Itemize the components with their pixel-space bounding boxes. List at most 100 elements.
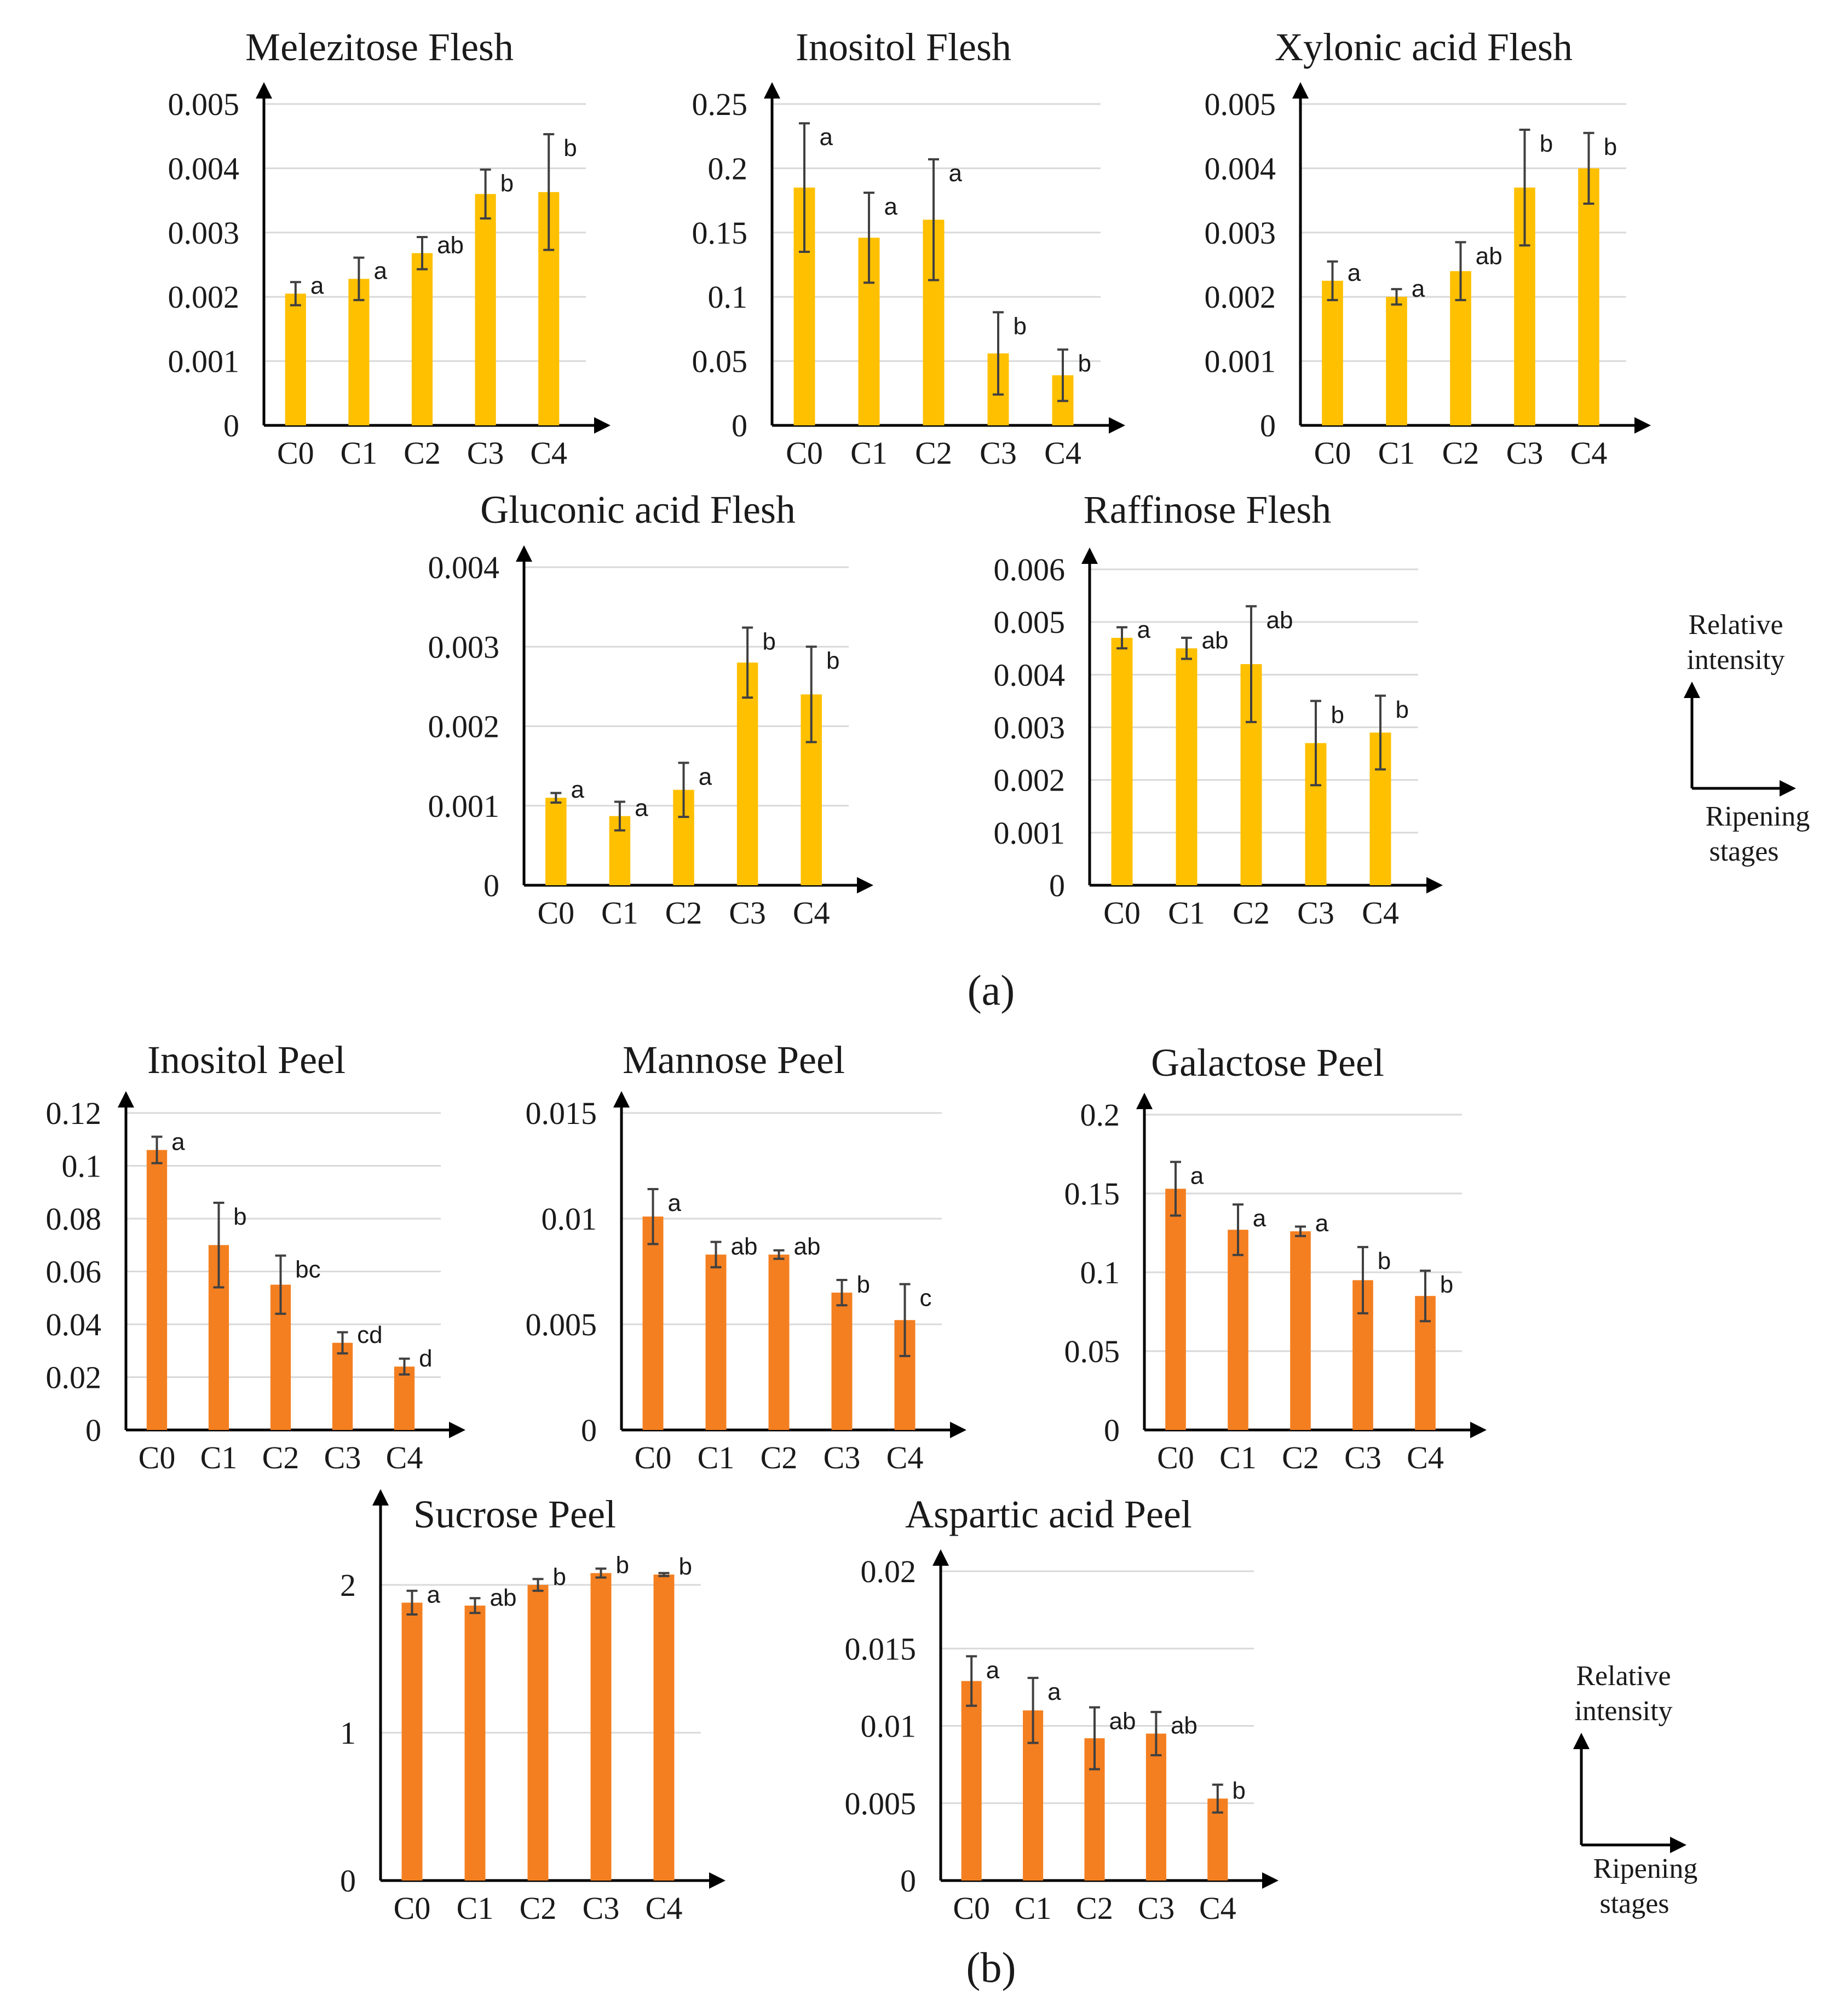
bar-c1 — [464, 1605, 486, 1881]
y-tick-label: 0.004 — [168, 151, 240, 186]
x-tick-label: C2 — [761, 1440, 798, 1475]
y-tick-label: 0 — [1260, 408, 1276, 443]
y-tick-label: 0 — [340, 1863, 356, 1899]
x-tick-label: C3 — [1138, 1890, 1175, 1926]
significance-label: d — [419, 1345, 432, 1372]
chart-inositol-peel: Inositol Peel 0 0.02 0.04 0.06 0.08 0.1 0.12 a C0… — [46, 1038, 465, 1475]
y-tick-label: 0.1 — [708, 279, 748, 315]
x-tick-label: C1 — [1378, 435, 1415, 471]
y-tick-label: 0.003 — [1205, 215, 1276, 251]
chart-title: Sucrose Peel — [413, 1492, 616, 1536]
y-tick-label: 0.1 — [1080, 1255, 1120, 1290]
y-tick-label: 0.01 — [861, 1709, 917, 1744]
significance-label: b — [762, 628, 775, 655]
bar-c2 — [768, 1254, 790, 1430]
x-tick-label: C3 — [1297, 895, 1334, 931]
bar-c3 — [590, 1573, 612, 1881]
bar-c4 — [1578, 168, 1599, 425]
y-tick-label: 0.001 — [428, 788, 500, 824]
significance-label: b — [1378, 1248, 1391, 1274]
x-tick-label: C1 — [200, 1440, 238, 1475]
y-tick-label: 0 — [1049, 868, 1065, 903]
y-tick-label: 0.12 — [46, 1095, 102, 1131]
significance-label: ab — [490, 1584, 516, 1611]
significance-label: a — [699, 763, 712, 790]
bar-c2 — [1290, 1231, 1311, 1430]
y-tick-label: 0.005 — [994, 604, 1066, 640]
y-tick-label: 0.02 — [861, 1554, 917, 1589]
significance-label: a — [986, 1657, 1000, 1683]
x-tick-label: C4 — [646, 1890, 683, 1926]
significance-label: ab — [1109, 1708, 1136, 1735]
x-tick-label: C4 — [1362, 895, 1399, 931]
x-tick-label: C3 — [824, 1440, 861, 1475]
y-tick-label: 0.2 — [708, 151, 748, 186]
bar-c0 — [285, 293, 306, 425]
x-tick-label: C0 — [635, 1440, 672, 1475]
significance-label: b — [233, 1203, 246, 1230]
x-tick-label: C3 — [980, 435, 1017, 471]
significance-label: a — [373, 257, 387, 284]
significance-label: a — [310, 272, 324, 299]
x-tick-label: C1 — [1015, 1890, 1052, 1926]
y-tick-label: 0.015 — [526, 1095, 597, 1131]
x-tick-label: C2 — [1442, 435, 1479, 471]
significance-label: a — [571, 776, 585, 803]
chart-title: Raffinose Flesh — [1084, 488, 1332, 532]
y-tick-label: 0.02 — [46, 1360, 102, 1395]
y-tick-label: 0.15 — [1064, 1176, 1120, 1212]
chart-sucrose-peel: Sucrose Peel 0 1 2 a C0 ab C1 b C2 b C3 b C4 — [340, 1489, 726, 1926]
y-tick-label: 0.005 — [168, 86, 240, 122]
y-tick-label: 0.003 — [428, 629, 500, 665]
significance-label: a — [1315, 1210, 1329, 1237]
y-tick-label: 0.2 — [1080, 1097, 1120, 1133]
significance-label: ab — [1476, 243, 1502, 269]
y-tick-label: 0 — [581, 1412, 597, 1448]
x-tick-label: C0 — [394, 1890, 431, 1926]
x-tick-label: C3 — [467, 435, 504, 471]
y-tick-label: 0.001 — [1205, 344, 1276, 379]
x-tick-label: C3 — [1506, 435, 1544, 471]
y-tick-label: 0.003 — [994, 710, 1066, 746]
y-tick-label: 0.01 — [542, 1201, 597, 1237]
y-tick-label: 0.25 — [692, 86, 748, 122]
significance-label: bc — [295, 1256, 320, 1283]
y-tick-label: 0.08 — [46, 1201, 102, 1237]
y-tick-label: 0.002 — [168, 279, 240, 315]
y-tick-label: 0.005 — [845, 1786, 917, 1821]
x-tick-label: C4 — [530, 435, 567, 471]
significance-label: b — [1013, 313, 1026, 339]
y-tick-label: 0.006 — [994, 552, 1066, 587]
chart-title: Mannose Peel — [623, 1038, 845, 1082]
panel-label-b: (b) — [966, 1943, 1016, 1991]
bar-c0 — [1111, 638, 1133, 885]
chart-melezitose-flesh: Melezitose Flesh 0 0.001 0.002 0.003 0.004 0.0… — [168, 25, 611, 471]
bar-c4 — [653, 1575, 675, 1881]
y-tick-label: 0.004 — [1205, 151, 1276, 186]
chart-title: Xylonic acid Flesh — [1275, 25, 1573, 69]
legend-b-y-label-line2: intensity — [1574, 1695, 1672, 1727]
bar-c1 — [705, 1254, 727, 1430]
bar-c0 — [1165, 1189, 1186, 1430]
bar-c0 — [146, 1150, 168, 1430]
y-tick-label: 0.002 — [428, 709, 500, 745]
significance-label: b — [563, 135, 577, 162]
significance-label: a — [1348, 259, 1361, 286]
x-tick-label: C0 — [1103, 895, 1141, 931]
chart-title: Aspartic acid Peel — [905, 1492, 1192, 1536]
legend-a-x-label-line1: Ripening — [1706, 801, 1810, 832]
significance-label: b — [1440, 1271, 1453, 1298]
x-tick-label: C0 — [537, 895, 574, 931]
chart-title: Melezitose Flesh — [245, 25, 514, 69]
x-tick-label: C4 — [1407, 1440, 1444, 1475]
x-tick-label: C2 — [262, 1440, 300, 1475]
x-tick-label: C4 — [886, 1440, 924, 1475]
y-tick-label: 0.1 — [62, 1149, 102, 1184]
bar-c3 — [831, 1293, 853, 1430]
chart-galactose-peel: Galactose Peel 0 0.05 0.1 0.15 0.2 a C0 a C1 a C2 b C… — [1064, 1041, 1487, 1475]
x-tick-label: C1 — [1219, 1440, 1257, 1475]
significance-label: ab — [437, 232, 464, 258]
significance-label: ab — [1171, 1712, 1198, 1739]
y-tick-label: 0.003 — [168, 215, 240, 251]
x-tick-label: C1 — [601, 895, 638, 931]
